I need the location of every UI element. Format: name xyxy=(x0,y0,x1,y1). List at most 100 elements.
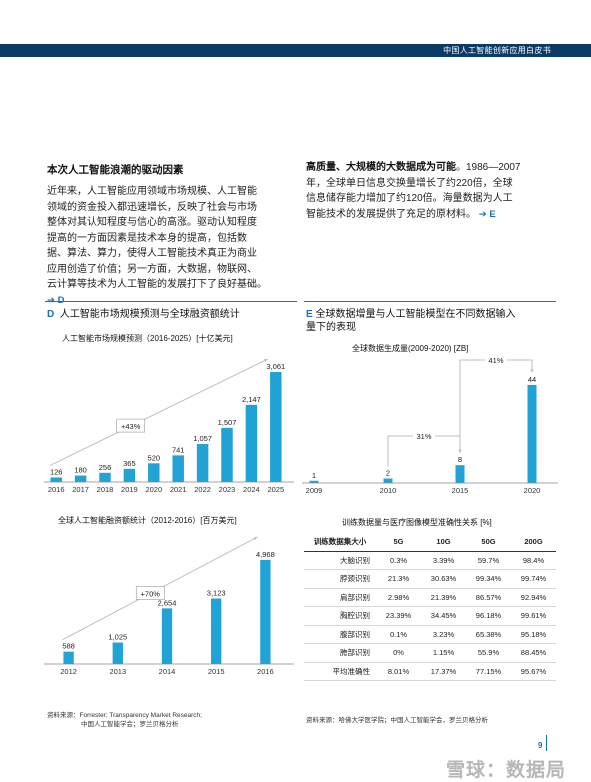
header-bar xyxy=(0,44,591,57)
paragraph-line: 整体对其认知程度与信心的高涨。驱动认知程度 xyxy=(47,217,257,228)
paragraph-line: 智能技术的发展提供了充足的原材料。 ➔ E xyxy=(306,207,556,223)
paragraph-line: 近年来，人工智能应用领域市场规模、人工智能 xyxy=(47,186,257,197)
left-source-note: 资料来源：Forrester; Transparency Market Rese… xyxy=(47,711,202,729)
x-tick-label-2020: 2020 xyxy=(524,486,541,495)
paragraph-line: 据、算法、算力，使得人工智能技术真正为商业 xyxy=(47,248,257,259)
figure-d-reference-link[interactable]: ➔ D xyxy=(47,294,65,306)
table-row: 肩部识别 2.98% 21.39% 86.57% 92.94% xyxy=(304,588,556,607)
figure-e-title-line: E 全球数据增量与人工智能模型在不同数据输入 xyxy=(306,308,556,321)
figure-d-letter: D xyxy=(47,309,55,320)
market-size-chart: 126 2016 180 2017 256 2018 365 2019 520 2020 741 20… xyxy=(44,358,294,494)
growth-arrow-line xyxy=(49,358,269,466)
accuracy-table: 训练数据集大小 5G 10G 50G 200G 大脑识别 0.3% 3.39% … xyxy=(304,533,556,681)
growth-bracket-2015-2020-label: 41% xyxy=(488,356,503,365)
bar-value-label-2015: 3,123 xyxy=(207,589,226,598)
left-section-paragraph: 近年来，人工智能应用领域市场规模、人工智能 领域的资金投入都迅速增长，反映了社会… xyxy=(47,184,297,308)
bar-2016 xyxy=(260,559,271,664)
bar-2016 xyxy=(50,477,62,482)
growth-rate-label: +43% xyxy=(121,422,141,431)
table-cell: 30.63% xyxy=(430,574,457,584)
row-label: 腹部识别 xyxy=(340,629,370,639)
bar-value-label-2015: 8 xyxy=(458,455,462,464)
figure-d-rule xyxy=(45,301,297,302)
growth-bracket-2015-2020-head xyxy=(530,369,534,373)
x-tick-label-2009: 2009 xyxy=(306,486,323,495)
figure-d-title-block: D 人工智能市场规模预测与全球融资额统计 xyxy=(47,308,297,321)
table-header-cell: 50G xyxy=(466,533,511,552)
bar-2025 xyxy=(270,371,282,482)
row-label: 平均准确性 xyxy=(332,666,371,676)
page-number: 9 xyxy=(538,741,543,750)
bar-value-label-2014: 2,654 xyxy=(158,598,177,607)
paragraph-lead: 高质量、大规模的大数据成为可能 xyxy=(306,162,456,173)
table-cell: 77.15% xyxy=(475,666,502,676)
x-tick-label-2024: 2024 xyxy=(243,485,260,494)
table-cell: 92.94% xyxy=(520,592,547,602)
header-title: 中国人工智能创新应用白皮书 xyxy=(443,46,551,55)
bar-2023 xyxy=(221,427,233,482)
x-tick-label-2010: 2010 xyxy=(380,486,397,495)
x-tick-label-2016: 2016 xyxy=(48,485,65,494)
paragraph-line: 应用创造了价值；另一方面，大数据，物联网、 xyxy=(47,263,257,275)
table-row: 胯部识别 0% 1.15% 55.9% 88.45% xyxy=(304,644,556,662)
bar-value-label-2021: 741 xyxy=(172,445,185,454)
figure-e-title-block: E 全球数据增量与人工智能模型在不同数据输入 量下的表现 xyxy=(306,308,556,334)
x-tick-label-2021: 2021 xyxy=(170,485,187,494)
bar-2024 xyxy=(245,404,258,482)
table-cell: 95.67% xyxy=(520,666,547,676)
table-cell: 3.23% xyxy=(432,629,455,639)
table-header-row: 训练数据集大小 5G 10G 50G 200G xyxy=(304,533,556,552)
table-cell: 99.74% xyxy=(520,574,547,584)
bar-2010 xyxy=(383,478,393,483)
accuracy-table-title: 训练数据量与医疗图像模型准确性关系 [%] xyxy=(342,518,492,527)
bar-value-label-2016: 126 xyxy=(50,467,63,476)
paragraph-line: 高质量、大规模的大数据成为可能。1986—2007 xyxy=(306,160,556,176)
paragraph-line: 信息储存能力增加了约120倍。海量数据为人工 xyxy=(306,193,513,204)
bar-2020 xyxy=(148,463,160,482)
bar-value-label-2025: 3,061 xyxy=(266,362,285,371)
table-header-cell: 200G xyxy=(511,533,556,552)
bar-value-label-2023: 1,507 xyxy=(218,418,237,427)
table-cell: 86.57% xyxy=(475,592,502,602)
bar-2013 xyxy=(112,642,123,664)
x-tick-label-2023: 2023 xyxy=(219,485,236,494)
row-label: 胯部识别 xyxy=(340,648,370,658)
figure-e-reference-link[interactable]: ➔ E xyxy=(478,208,496,220)
bar-value-label-2020: 44 xyxy=(528,375,536,384)
growth-rate-label: +70% xyxy=(141,589,161,598)
x-tick-label-2025: 2025 xyxy=(267,485,284,494)
x-tick-label-2016: 2016 xyxy=(257,667,274,676)
table-cell: 65.38% xyxy=(475,629,502,639)
bar-value-label-2022: 1,057 xyxy=(193,434,212,443)
bar-value-label-2010: 2 xyxy=(386,469,390,478)
row-label: 肩部识别 xyxy=(340,592,370,602)
table-cell: 21.39% xyxy=(430,592,457,602)
bar-value-label-2017: 180 xyxy=(74,466,87,475)
figure-e-letter: E xyxy=(306,309,313,320)
table-cell: 98.4% xyxy=(522,555,545,565)
left-section-heading: 本次人工智能浪潮的驱动因素 xyxy=(47,164,184,176)
funding-chart: 588 2012 1,025 2013 2,654 2014 3,123 2015 4,968 2… xyxy=(44,536,294,676)
growth-bracket-2015-2020-label-bg xyxy=(485,354,507,366)
table-cell: 2.98% xyxy=(387,592,410,602)
bar-2022 xyxy=(196,444,209,482)
table-cell: 17.37% xyxy=(430,666,457,676)
bar-value-label-2012: 588 xyxy=(62,642,75,651)
source-line: 中国人工智能学会；罗兰贝格分析 xyxy=(81,721,179,728)
growth-bracket-2010-2015-label: 31% xyxy=(416,432,431,441)
bar-2015 xyxy=(211,598,222,664)
table-cell: 99.61% xyxy=(520,611,547,621)
right-section-paragraph: 高质量、大规模的大数据成为可能。1986—2007 年，全球单日信息交换量增长了… xyxy=(306,160,556,222)
bar-2017 xyxy=(74,475,87,482)
source-line: 资料来源：Forrester; Transparency Market Rese… xyxy=(47,712,202,719)
table-row: 平均准确性 8.01% 17.37% 77.15% 95.67% xyxy=(304,662,556,681)
bar-value-label-2019: 365 xyxy=(123,459,136,468)
row-label: 脖颈识别 xyxy=(340,574,370,584)
table-header-cell: 10G xyxy=(421,533,466,552)
funding-chart-title: 全球人工智能融资额统计（2012-2016）[百万美元] xyxy=(58,516,237,525)
x-tick-label-2012: 2012 xyxy=(60,667,77,676)
x-tick-label-2022: 2022 xyxy=(194,485,211,494)
bar-value-label-2016: 4,968 xyxy=(256,550,275,559)
market-size-chart-title: 人工智能市场规模预测（2016-2025）[十亿美元] xyxy=(62,334,233,343)
table-cell: 59.7% xyxy=(477,555,500,565)
